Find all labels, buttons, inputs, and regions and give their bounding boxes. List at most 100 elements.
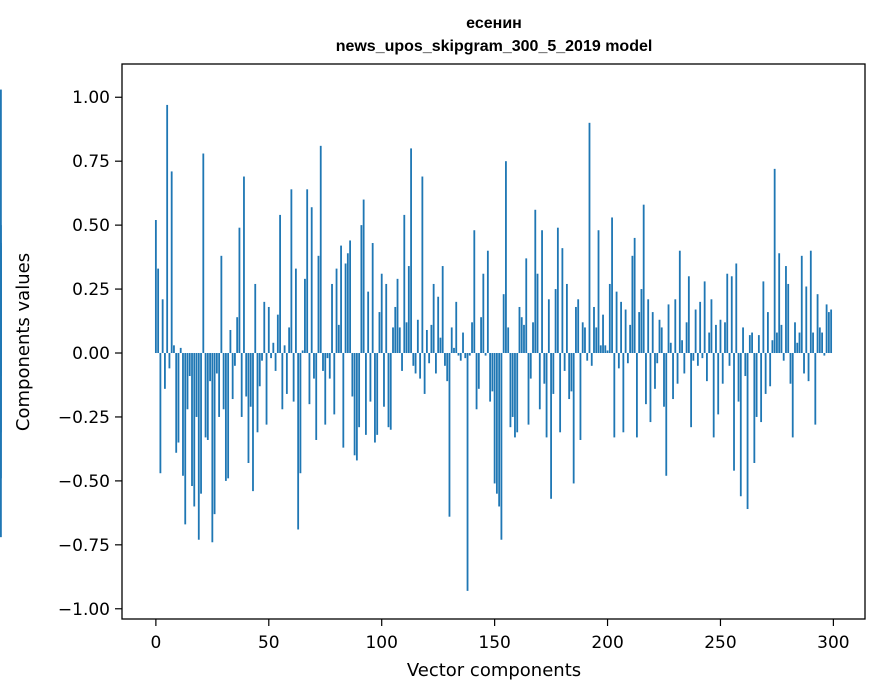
bar-component-95	[369, 353, 372, 402]
bar-component-166	[529, 353, 532, 379]
bar-component-81	[337, 324, 340, 354]
bar-component-170	[538, 353, 541, 410]
bar-component-297	[825, 304, 828, 353]
bar-component-18	[195, 353, 198, 417]
bar-component-213	[636, 353, 638, 438]
bar-component-299	[830, 309, 833, 354]
bar-component-80	[335, 268, 338, 354]
bar-component-215	[640, 289, 643, 354]
chart-subtitle: news_upos_skipgram_300_5_2019 model	[336, 38, 653, 55]
bar-component-276	[778, 253, 781, 354]
bar-component-37	[238, 227, 241, 354]
bar-component-101	[383, 353, 385, 407]
bar-component-265	[753, 353, 756, 463]
bar-component-144	[480, 317, 482, 354]
bar-component-191	[586, 353, 589, 361]
bar-component-234	[683, 353, 686, 374]
bar-component-174	[547, 299, 550, 354]
bar-component-112	[407, 266, 410, 354]
bar-component-258	[737, 353, 740, 402]
bar-component-263	[748, 335, 751, 354]
bar-component-210	[629, 324, 632, 354]
bar-component-274	[773, 168, 776, 354]
bar-component-undefined	[0, 89, 2, 354]
bar-component-164	[525, 258, 528, 354]
bar-component-93	[365, 353, 367, 435]
y-tick-label: 1.00	[72, 88, 110, 108]
bar-component-224	[660, 327, 663, 354]
bar-component-44	[254, 283, 257, 354]
bar-component-145	[482, 273, 485, 354]
bar-component-253	[726, 273, 729, 354]
bar-component-9	[175, 353, 178, 453]
bar-component-35	[234, 353, 236, 366]
bar-component-61	[292, 353, 295, 402]
bar-component-97	[374, 353, 376, 443]
bar-component-1	[157, 268, 160, 354]
bar-component-39	[243, 176, 245, 353]
y-axis-label: Components values	[13, 253, 34, 431]
bar-component-208	[624, 309, 627, 354]
bar-component-79	[333, 353, 336, 415]
bar-component-139	[468, 353, 471, 356]
bar-component-89	[355, 353, 358, 461]
bar-component-239	[694, 309, 697, 354]
bar-component-247	[712, 353, 715, 438]
bar-component-233	[681, 340, 683, 354]
bar-component-31	[224, 353, 227, 481]
bar-component-260	[742, 327, 744, 354]
x-tick-label: 250	[704, 633, 736, 653]
bar-component-52	[272, 342, 275, 354]
bar-component-154	[502, 294, 505, 353]
bar-component-211	[631, 255, 634, 354]
bar-component-223	[658, 319, 661, 354]
bar-component-228	[669, 342, 672, 354]
bar-component-159	[514, 353, 516, 438]
bar-component-70	[313, 353, 315, 379]
bar-component-38	[240, 353, 243, 417]
bar-component-4	[164, 353, 166, 389]
bar-component-undefined	[0, 260, 2, 354]
bar-component-238	[692, 353, 695, 361]
bar-component-72	[317, 255, 320, 354]
bar-component-288	[805, 286, 808, 354]
bar-component-254	[728, 353, 731, 366]
x-axis-label: Vector components	[407, 660, 581, 681]
bar-component-71	[315, 353, 318, 440]
y-tick-label: 0.00	[72, 344, 110, 364]
bar-component-181	[563, 353, 566, 371]
bar-component-180	[561, 248, 564, 354]
bar-component-91	[360, 225, 363, 354]
x-tick-label: 0	[150, 633, 161, 653]
bar-component-56	[281, 353, 284, 410]
bar-component-242	[701, 353, 704, 359]
bar-component-185	[572, 353, 575, 484]
bar-component-43	[252, 353, 254, 492]
bar-component-82	[340, 245, 342, 354]
bar-component-87	[351, 353, 354, 397]
bars-group	[0, 89, 833, 591]
bar-component-257	[735, 263, 738, 354]
bar-component-262	[746, 353, 749, 510]
bar-component-250	[719, 319, 722, 354]
bar-component-116	[416, 319, 419, 354]
bar-component-195	[595, 327, 598, 354]
bar-component-147	[486, 250, 489, 354]
bar-component-3	[161, 299, 164, 354]
bar-component-98	[376, 353, 379, 435]
bar-component-90	[358, 353, 361, 428]
bar-component-175	[550, 353, 552, 499]
bar-component-172	[543, 353, 546, 384]
bar-component-30	[222, 353, 225, 410]
bar-component-252	[724, 322, 726, 354]
bar-component-153	[500, 353, 503, 540]
bar-component-243	[703, 281, 706, 354]
bar-component-109	[401, 353, 403, 371]
bar-component-156	[507, 327, 510, 354]
chart-title: есенин	[466, 15, 522, 32]
bar-component-85	[346, 253, 349, 354]
bar-component-120	[425, 329, 428, 354]
bar-component-53	[274, 353, 277, 371]
bar-component-204	[615, 291, 618, 354]
bar-component-270	[764, 353, 767, 394]
